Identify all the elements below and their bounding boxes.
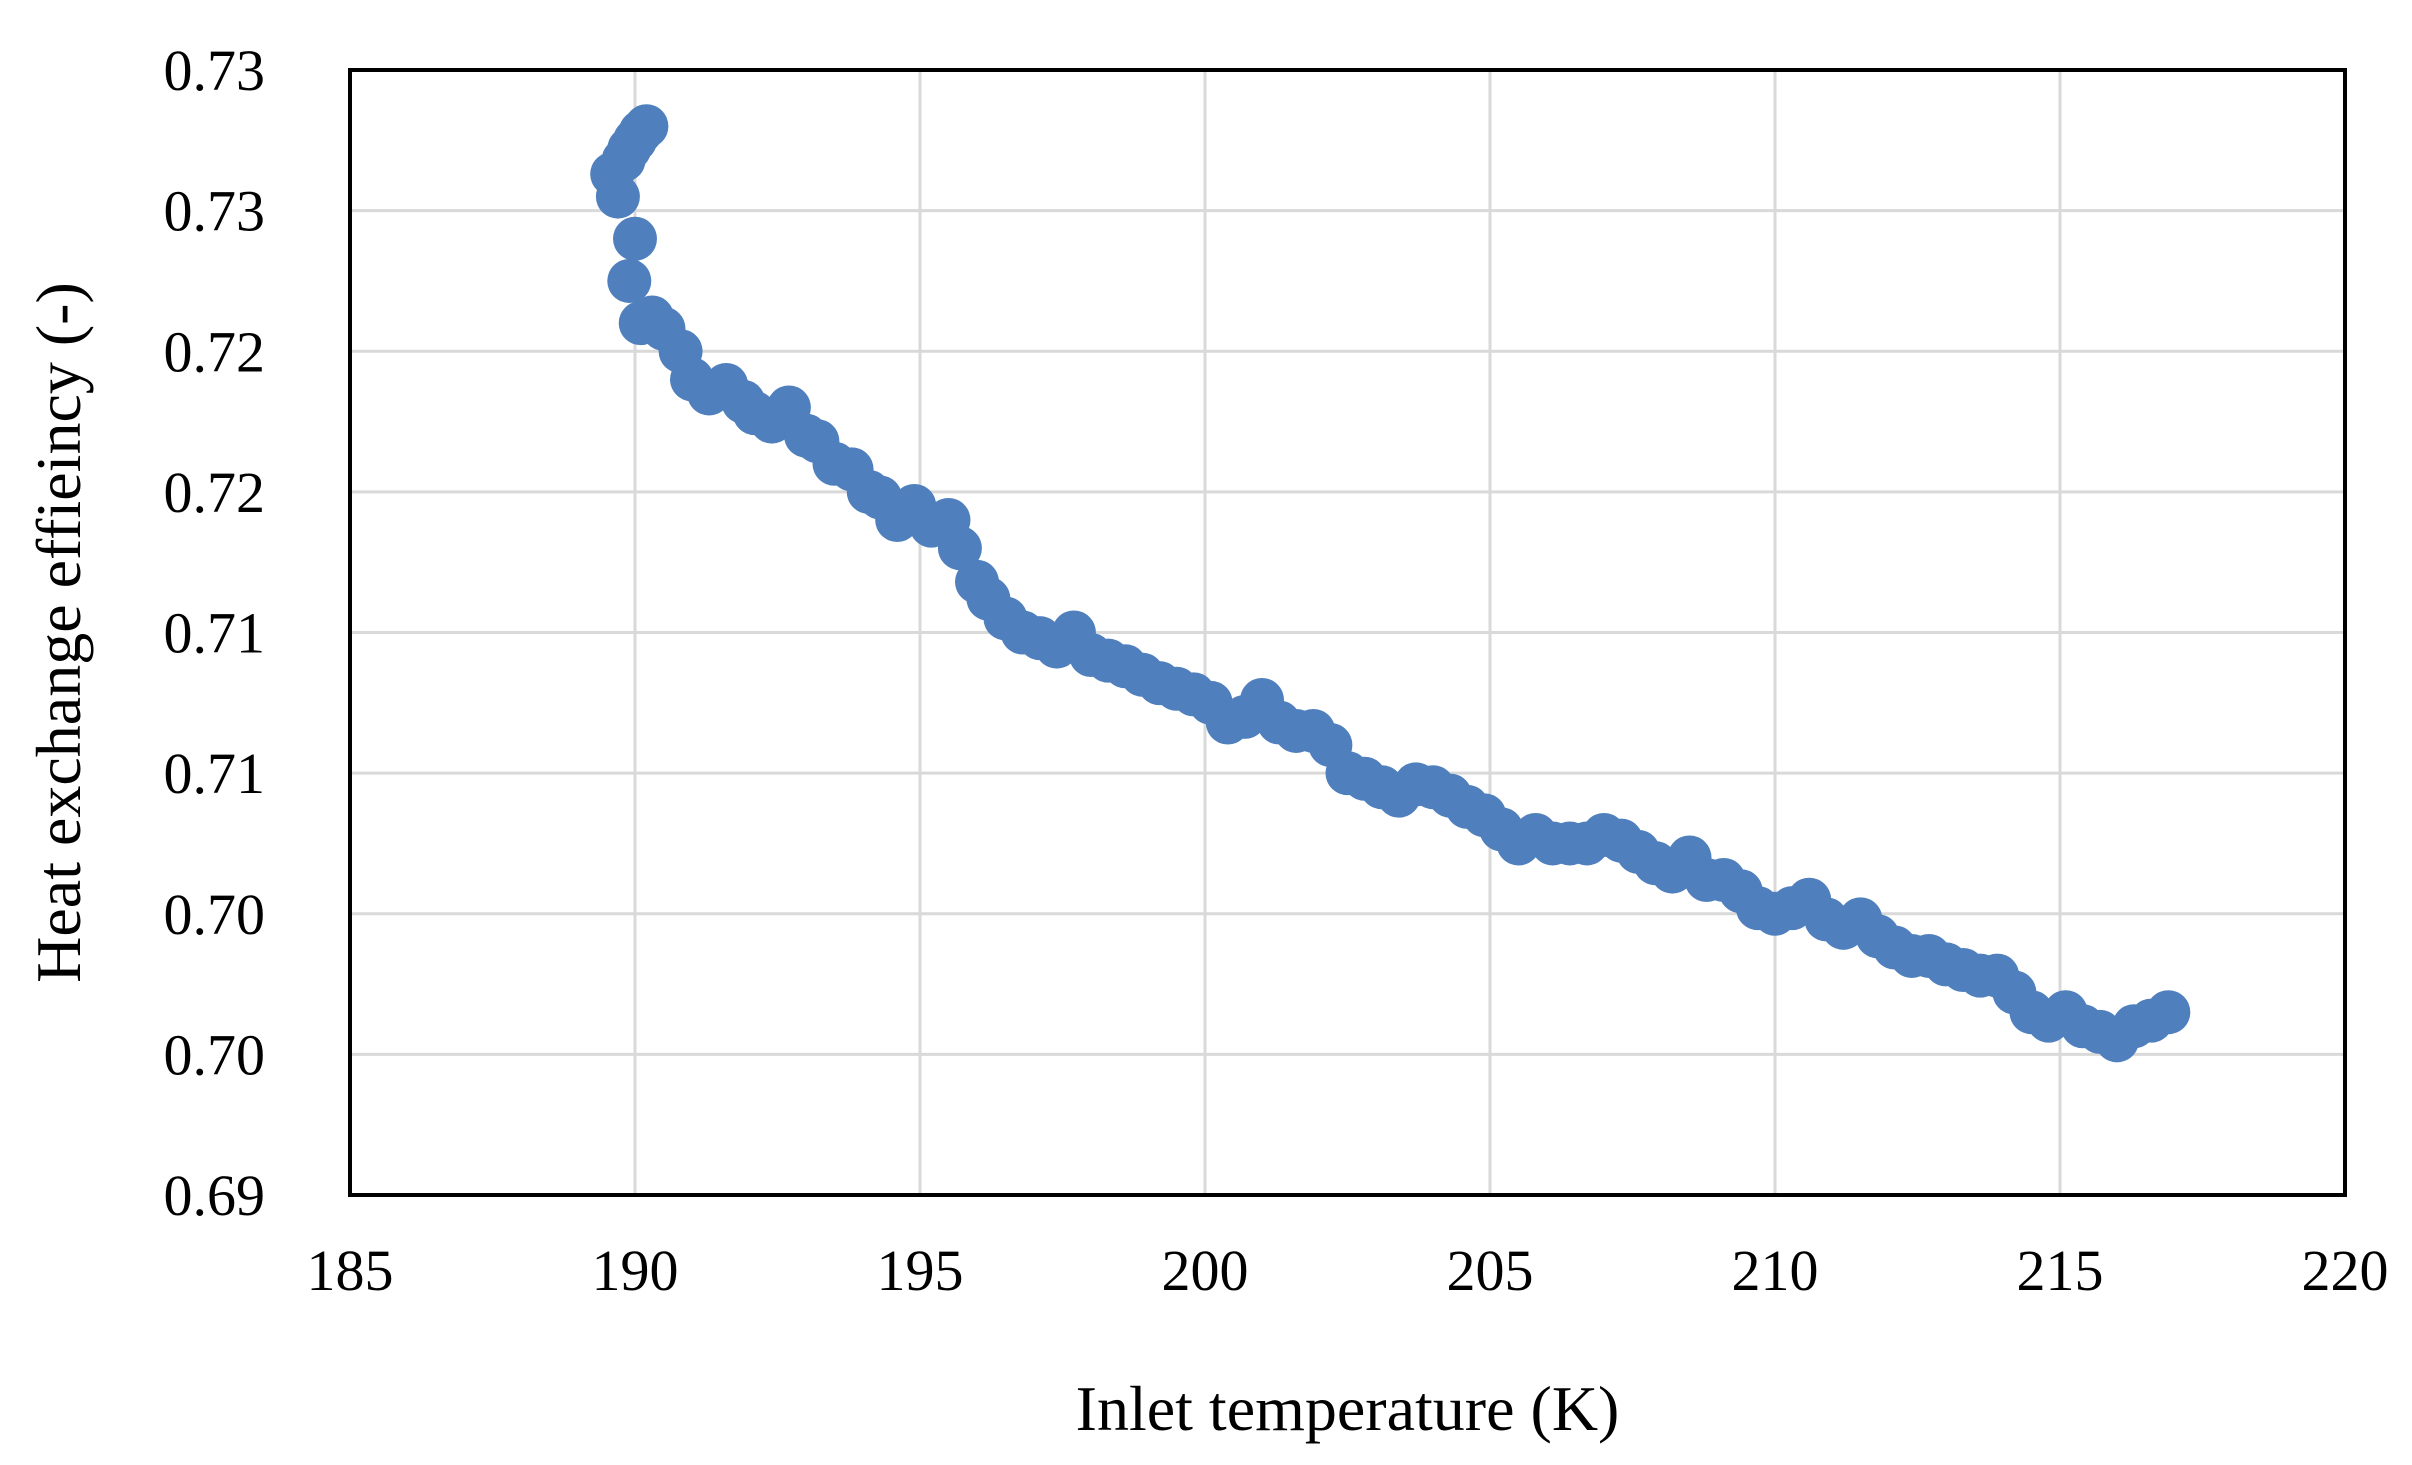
x-tick-label: 215	[2017, 1238, 2104, 1303]
data-point	[624, 104, 669, 149]
y-tick-label: 0.73	[164, 179, 266, 244]
y-tick-label: 0.70	[164, 882, 266, 947]
data-point	[613, 216, 657, 261]
y-tick-label: 0.70	[164, 1022, 266, 1087]
y-tick-label: 0.71	[164, 741, 266, 806]
x-tick-label: 205	[1447, 1238, 1534, 1303]
x-tick-label: 185	[307, 1238, 394, 1303]
y-axis-title: Heat exchange effieincy (-)	[23, 282, 94, 983]
data-point	[2146, 990, 2191, 1035]
x-tick-label: 200	[1162, 1238, 1249, 1303]
data-points	[590, 104, 2191, 1063]
y-tick-label: 0.71	[164, 601, 266, 666]
plot-area-border	[348, 68, 2347, 1197]
y-tick-label: 0.69	[164, 1163, 266, 1228]
x-tick-label: 195	[877, 1238, 964, 1303]
x-axis-title: Inlet temperature (K)	[1076, 1373, 1620, 1444]
x-tick-label: 190	[592, 1238, 679, 1303]
x-tick-label: 220	[2302, 1238, 2389, 1303]
gridlines	[350, 70, 2345, 1195]
y-axis-tick-labels: 0.69 0.70 0.70 0.71 0.71 0.72 0.72 0.73 0.73	[164, 38, 266, 1228]
x-tick-label: 210	[1732, 1238, 1819, 1303]
x-axis-tick-labels: 185 190 195 200 205 210 215 220	[307, 1238, 2389, 1303]
data-point	[607, 258, 652, 303]
y-tick-label: 0.73	[164, 38, 266, 103]
y-tick-label: 0.72	[164, 460, 266, 525]
y-tick-label: 0.72	[164, 319, 266, 384]
data-point	[595, 174, 640, 219]
data-point	[937, 526, 982, 571]
